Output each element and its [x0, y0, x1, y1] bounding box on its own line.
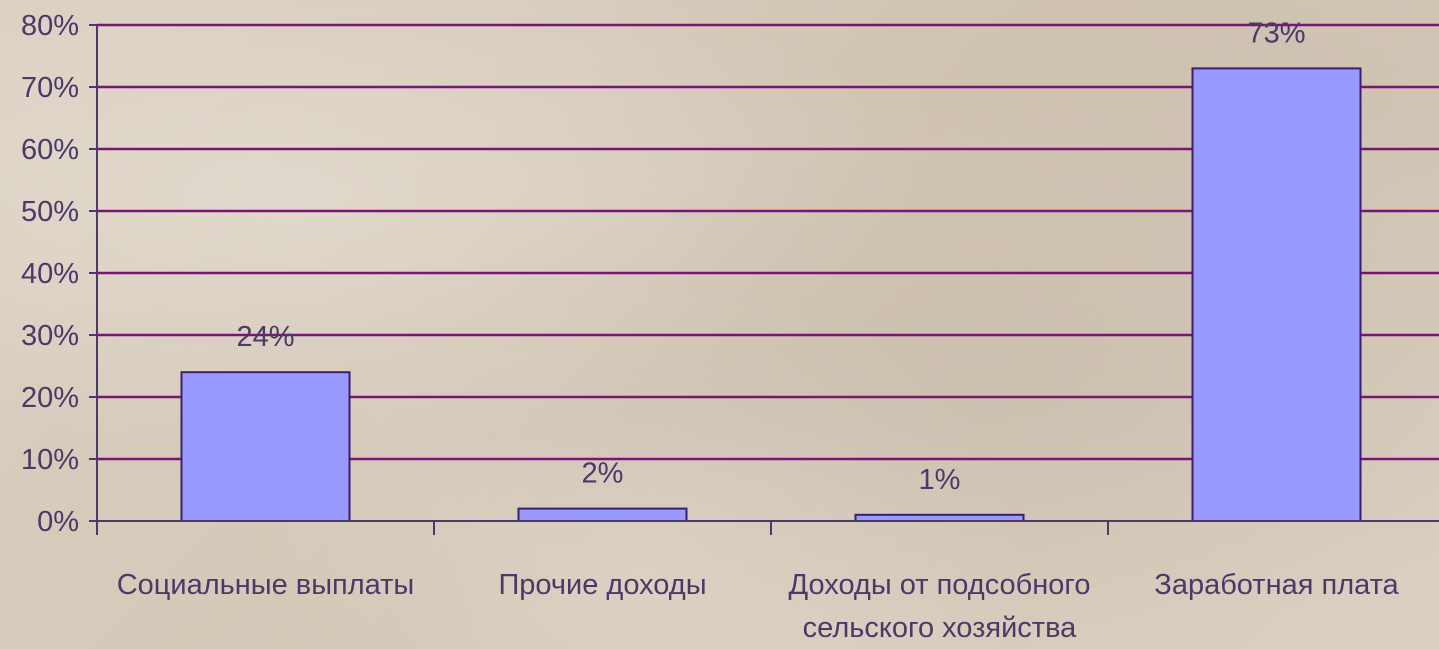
data-label: 73%	[1247, 17, 1305, 49]
data-label: 2%	[582, 458, 624, 490]
y-tick-label: 50%	[21, 196, 79, 228]
category-label: Заработная плата	[1154, 569, 1399, 601]
y-tick-label: 40%	[21, 258, 79, 290]
y-tick-label: 70%	[21, 72, 79, 104]
category-label: Доходы от подсобного	[789, 569, 1091, 601]
category-label: Прочие доходы	[498, 569, 706, 601]
y-tick-label: 30%	[21, 320, 79, 352]
y-tick-label: 60%	[21, 134, 79, 166]
category-label: сельского хозяйства	[803, 612, 1078, 644]
y-tick-label: 80%	[21, 10, 79, 42]
data-label: 24%	[236, 321, 294, 353]
data-label: 1%	[919, 464, 961, 496]
y-tick-label: 10%	[21, 444, 79, 476]
bar	[517, 507, 688, 523]
bar	[1191, 67, 1362, 523]
bar	[180, 371, 351, 523]
y-tick-label: 20%	[21, 382, 79, 414]
y-tick-label: 0%	[37, 506, 79, 538]
category-label: Социальные выплаты	[117, 569, 415, 601]
